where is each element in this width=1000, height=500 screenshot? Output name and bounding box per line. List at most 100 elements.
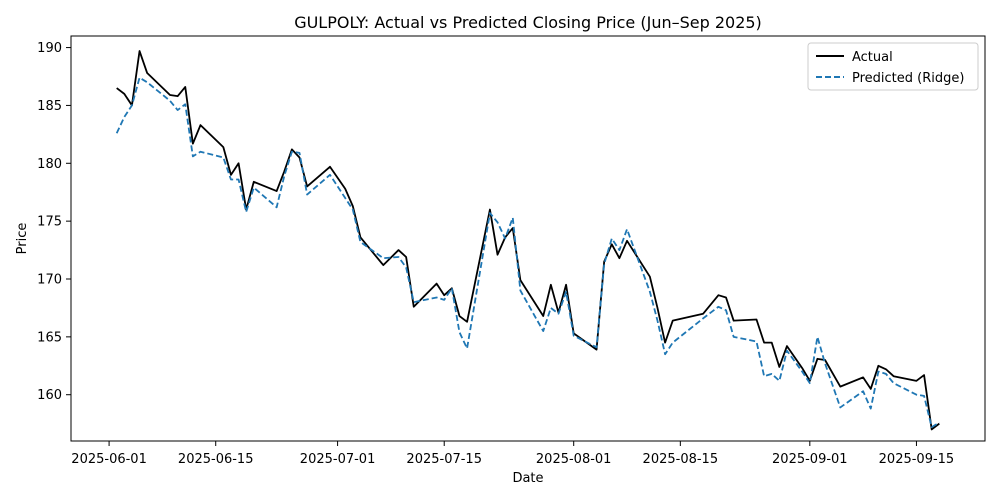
data-point-predicted-43 (596, 346, 598, 348)
y-tick-label: 175 (37, 215, 62, 230)
data-point-predicted-74 (938, 422, 940, 424)
data-point-predicted-35 (504, 238, 506, 240)
chart-title: GULPOLY: Actual vs Predicted Closing Pri… (294, 13, 762, 32)
data-point-actual-12 (238, 162, 240, 164)
data-point-predicted-2 (131, 105, 133, 107)
data-point-predicted-38 (542, 330, 544, 332)
data-point-predicted-68 (877, 371, 879, 373)
y-tick-label: 180 (37, 157, 62, 172)
data-point-actual-6 (177, 95, 179, 97)
data-point-predicted-36 (512, 217, 514, 219)
data-point-predicted-16 (283, 175, 285, 177)
data-point-predicted-21 (344, 197, 346, 199)
data-point-actual-5 (169, 94, 171, 96)
data-point-predicted-33 (489, 212, 491, 214)
data-point-actual-69 (885, 368, 887, 370)
data-point-actual-28 (436, 283, 438, 285)
data-point-actual-61 (801, 367, 803, 369)
data-point-predicted-52 (702, 317, 704, 319)
data-point-predicted-54 (725, 309, 727, 311)
series-line-predicted (115, 76, 940, 429)
x-tick-label: 2025-07-01 (300, 452, 376, 467)
data-point-actual-25 (398, 249, 400, 251)
x-tick-label: 2025-06-01 (71, 452, 147, 467)
data-point-predicted-0 (116, 132, 118, 134)
data-point-predicted-14 (253, 187, 255, 189)
x-tick-label: 2025-08-15 (643, 452, 719, 467)
data-point-predicted-8 (192, 155, 194, 157)
data-point-actual-15 (276, 190, 278, 192)
data-point-predicted-1 (123, 116, 125, 118)
data-point-predicted-48 (649, 291, 651, 293)
data-point-predicted-6 (177, 109, 179, 111)
legend-label-actual: Actual (852, 50, 893, 65)
data-point-actual-52 (702, 313, 704, 315)
data-point-predicted-26 (405, 267, 407, 269)
data-point-actual-48 (649, 276, 651, 278)
data-point-actual-29 (443, 294, 445, 296)
data-point-predicted-63 (817, 336, 819, 338)
data-point-actual-17 (291, 149, 293, 151)
data-point-predicted-65 (839, 407, 841, 409)
data-point-actual-54 (725, 297, 727, 299)
x-axis-label: Date (512, 471, 543, 486)
data-point-predicted-18 (299, 152, 301, 154)
data-point-predicted-64 (824, 363, 826, 365)
data-point-actual-57 (763, 342, 765, 344)
x-tick-label: 2025-07-15 (406, 452, 482, 467)
y-tick-label: 190 (37, 41, 62, 56)
data-point-actual-66 (862, 376, 864, 378)
data-point-actual-7 (184, 86, 186, 88)
data-point-predicted-50 (664, 353, 666, 355)
data-point-predicted-7 (184, 103, 186, 105)
data-point-predicted-57 (763, 375, 765, 377)
data-point-actual-72 (923, 374, 925, 376)
data-point-predicted-4 (146, 81, 148, 83)
data-point-actual-47 (626, 240, 628, 242)
x-tick-label: 2025-09-01 (772, 452, 848, 467)
data-point-predicted-30 (451, 287, 453, 289)
y-tick-label: 160 (37, 388, 62, 403)
data-point-actual-65 (839, 386, 841, 388)
data-point-predicted-61 (801, 371, 803, 373)
data-point-actual-46 (619, 257, 621, 259)
data-point-predicted-37 (519, 290, 521, 292)
axis-ticks: 2025-06-01 2025-06-15 2025-07-01 2025-07-15… (37, 41, 954, 467)
data-point-actual-68 (877, 365, 879, 367)
data-point-actual-21 (344, 188, 346, 190)
data-point-predicted-41 (565, 291, 567, 293)
data-point-actual-49 (657, 307, 659, 309)
data-point-actual-4 (146, 72, 148, 74)
data-point-actual-38 (542, 315, 544, 317)
data-point-predicted-72 (923, 395, 925, 397)
data-point-actual-71 (916, 380, 918, 382)
data-point-actual-51 (672, 320, 674, 322)
data-point-predicted-11 (230, 179, 232, 181)
data-point-actual-26 (405, 256, 407, 258)
data-point-predicted-3 (139, 77, 141, 79)
data-point-actual-11 (230, 174, 232, 176)
data-point-actual-56 (756, 319, 758, 321)
data-point-predicted-22 (352, 209, 354, 211)
y-tick-label: 165 (37, 330, 62, 345)
data-point-predicted-12 (238, 179, 240, 181)
y-axis-label: Price (15, 223, 30, 255)
data-point-predicted-32 (466, 348, 468, 350)
data-point-actual-27 (413, 306, 415, 308)
data-point-actual-24 (382, 264, 384, 266)
data-point-predicted-44 (603, 263, 605, 265)
data-point-predicted-17 (291, 151, 293, 153)
data-point-actual-50 (664, 342, 666, 344)
series-line-actual (116, 50, 940, 431)
data-point-actual-31 (459, 315, 461, 317)
data-point-actual-20 (329, 166, 331, 168)
data-point-predicted-28 (436, 297, 438, 299)
data-point-actual-55 (733, 320, 735, 322)
data-point-actual-60 (786, 345, 788, 347)
x-tick-label: 2025-08-01 (536, 452, 612, 467)
data-point-predicted-58 (771, 373, 773, 375)
data-point-predicted-25 (398, 256, 400, 258)
data-point-predicted-49 (657, 320, 659, 322)
data-point-actual-33 (489, 209, 491, 211)
